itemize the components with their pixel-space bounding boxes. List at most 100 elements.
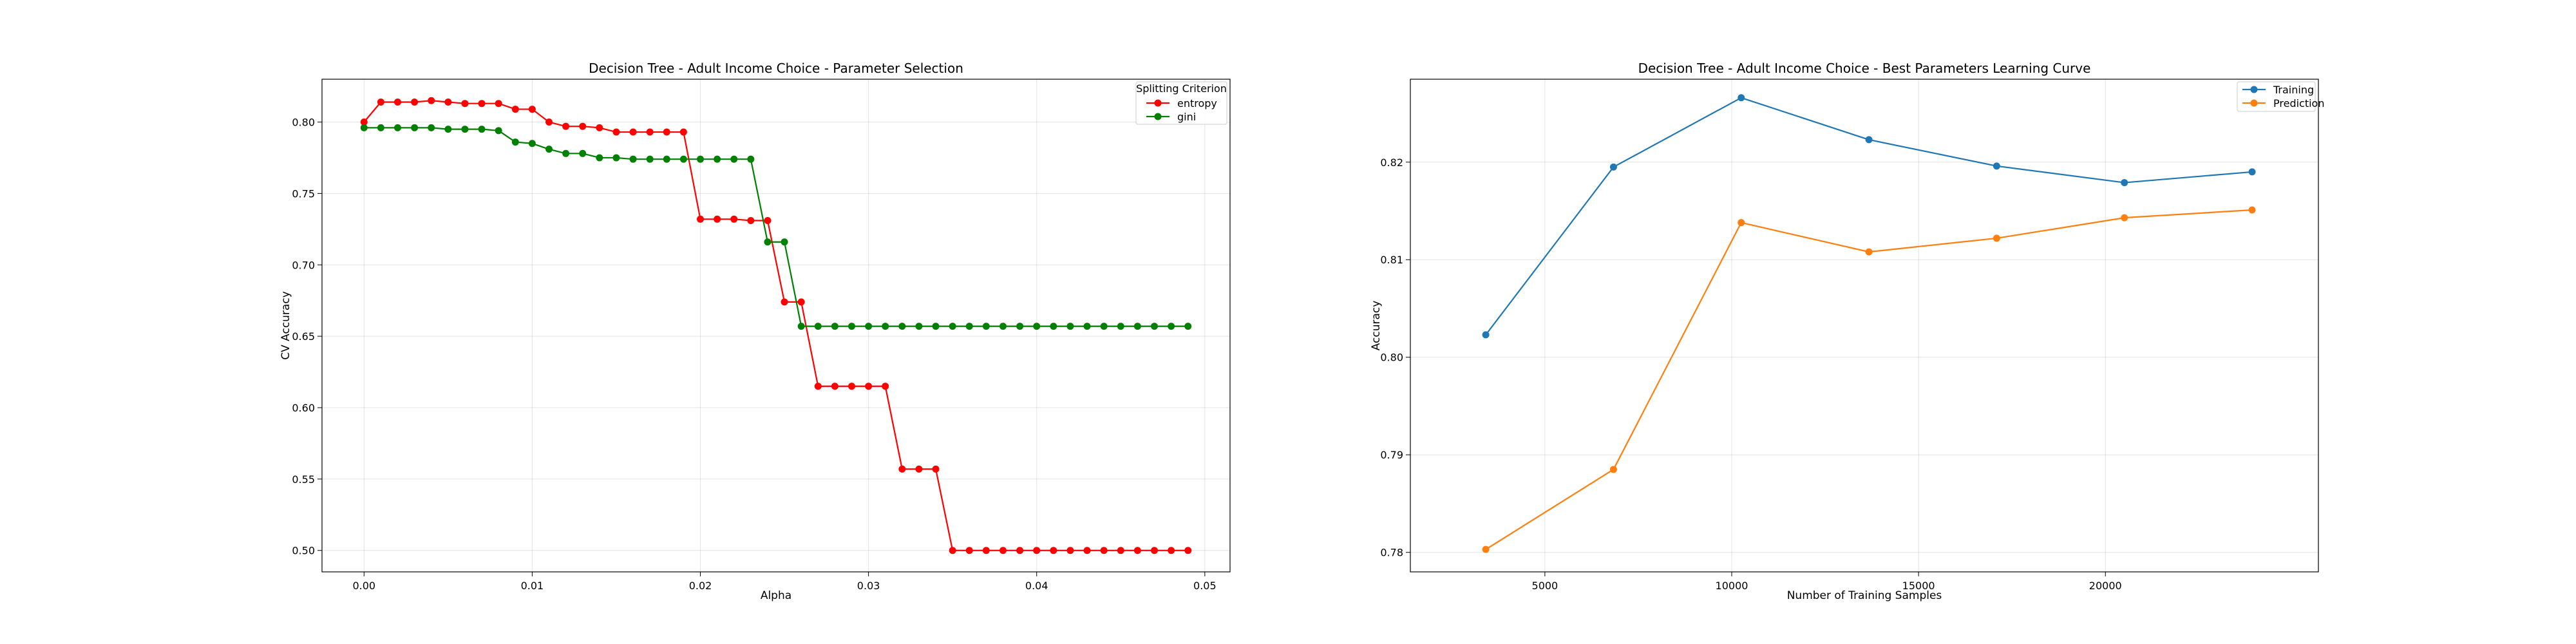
gini-data-point	[848, 323, 855, 330]
gini-data-point	[949, 323, 956, 330]
y-tick-label: 0.81	[1380, 254, 1403, 266]
y-tick-label: 0.75	[292, 187, 315, 200]
gini-data-point	[797, 323, 805, 330]
gini-data-point	[814, 323, 822, 330]
gini-data-point	[1117, 323, 1124, 330]
legend-entries: entropy gini	[1146, 97, 1217, 123]
x-axis-label: Alpha	[761, 589, 791, 602]
entropy-data-point	[511, 106, 519, 113]
gini-data-point	[495, 127, 502, 135]
entropy-data-point	[1083, 547, 1091, 554]
y-tick-label: 0.78	[1380, 547, 1403, 559]
gini-data-point	[1151, 323, 1158, 330]
training-data-point	[1865, 136, 1873, 144]
plot-area-frame	[321, 79, 1231, 573]
entropy-data-point	[1168, 547, 1175, 554]
gini-data-point	[865, 323, 873, 330]
entropy-data-point	[1033, 547, 1041, 554]
entropy-data-point	[360, 118, 368, 126]
entropy-data-point	[562, 122, 570, 130]
x-tick-label: 5000	[1532, 580, 1558, 592]
gini-data-point	[663, 155, 670, 163]
gini-data-point	[528, 140, 536, 147]
chart-series-lines	[360, 97, 1192, 554]
prediction-data-point	[2248, 206, 2256, 214]
entropy-data-point	[915, 465, 923, 473]
entropy-data-point	[663, 128, 670, 136]
entropy-data-point	[797, 298, 805, 306]
prediction-data-point	[1609, 466, 1617, 473]
plot-area-frame	[1410, 79, 2319, 573]
y-tick-label: 0.60	[292, 402, 315, 414]
chart-series-lines	[1482, 94, 2256, 553]
entropy-data-point	[781, 298, 788, 306]
entropy-data-point	[730, 215, 738, 223]
gini-data-point	[898, 323, 906, 330]
y-tick-label: 0.50	[292, 545, 315, 557]
y-tick-label: 0.82	[1380, 156, 1403, 169]
gini-data-point	[629, 155, 637, 163]
gini-legend-marker	[1154, 113, 1162, 120]
gini-data-point	[1100, 323, 1108, 330]
gini-data-point	[511, 138, 519, 146]
parameter-selection-chart: Decision Tree - Adult Income Choice - Pa…	[279, 61, 1231, 602]
x-tick-label: 0.05	[1193, 580, 1217, 592]
entropy-data-point	[596, 124, 603, 131]
gini-data-point	[562, 149, 570, 157]
entropy-legend-marker	[1154, 99, 1162, 107]
entropy-data-point	[965, 547, 973, 554]
gini-data-point	[579, 149, 587, 157]
entropy-data-point	[747, 217, 755, 225]
entropy-data-point	[714, 215, 721, 223]
entropy-data-point	[898, 465, 906, 473]
gini-data-point	[394, 124, 401, 131]
prediction-data-point	[1993, 234, 2000, 242]
prediction-data-point	[1738, 219, 1745, 227]
y-tick-label: 0.65	[292, 330, 315, 343]
y-tick-label: 0.55	[292, 473, 315, 486]
gini-data-point	[1184, 323, 1192, 330]
entropy-data-point	[646, 128, 654, 136]
gini-data-point	[444, 126, 452, 133]
chart-gridlines	[1410, 79, 2318, 572]
gini-data-point	[982, 323, 990, 330]
y-axis: 0.50 0.55 0.60 0.65 0.70 0.75 0.80	[292, 117, 322, 557]
entropy-data-point	[999, 547, 1007, 554]
gini-legend-label: gini	[1177, 111, 1196, 123]
entropy-data-point	[764, 217, 772, 225]
gini-data-point	[1033, 323, 1041, 330]
entropy-data-point	[394, 98, 401, 106]
x-axis: 5000 10000 15000 20000	[1532, 572, 2122, 592]
gini-data-point	[730, 155, 738, 163]
x-tick-label: 20000	[2089, 580, 2122, 592]
entropy-data-point	[461, 100, 469, 108]
entropy-data-point	[478, 100, 486, 108]
entropy-data-point	[1117, 547, 1124, 554]
entropy-data-point	[545, 118, 553, 126]
gini-data-point	[932, 323, 940, 330]
gini-data-point	[478, 126, 486, 133]
entropy-data-point	[882, 383, 889, 390]
entropy-data-point	[848, 383, 855, 390]
training-data-point	[2121, 179, 2128, 187]
entropy-data-point	[1184, 547, 1192, 554]
entropy-data-point	[1050, 547, 1057, 554]
gini-data-point	[596, 154, 603, 162]
chart-title: Decision Tree - Adult Income Choice - Be…	[1638, 61, 2091, 76]
entropy-data-point	[411, 98, 419, 106]
prediction-data-point	[1865, 248, 1873, 256]
training-legend-label: Training	[2273, 84, 2314, 96]
x-axis: 0.00 0.01 0.02 0.03 0.04 0.05	[352, 572, 1217, 592]
gini-data-point	[714, 155, 721, 163]
prediction-legend-marker	[2250, 99, 2258, 107]
y-tick-label: 0.79	[1380, 449, 1403, 461]
entropy-data-point	[629, 128, 637, 136]
prediction-data-point	[2121, 214, 2128, 222]
gini-data-point	[1050, 323, 1057, 330]
entropy-data-point	[814, 383, 822, 390]
training-data-point	[2248, 168, 2256, 176]
